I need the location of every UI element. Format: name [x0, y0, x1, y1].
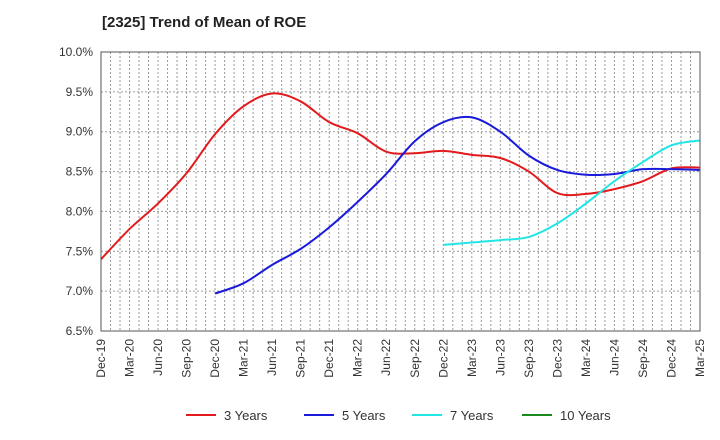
y-tick-label: 8.0%	[66, 204, 94, 218]
x-tick-label: Jun-23	[493, 339, 507, 376]
x-tick-label: Mar-22	[351, 339, 365, 377]
y-tick-label: 10.0%	[59, 45, 93, 59]
y-tick-label: 6.5%	[66, 324, 94, 338]
x-tick-label: Jun-20	[151, 339, 165, 376]
x-tick-label: Mar-21	[237, 339, 251, 377]
y-tick-label: 9.5%	[66, 85, 94, 99]
x-tick-label: Mar-25	[693, 339, 707, 377]
x-tick-label: Jun-21	[265, 339, 279, 376]
x-tick-label: Jun-22	[379, 339, 393, 376]
series-layer	[100, 92, 701, 295]
legend-label-7-years: 7 Years	[450, 408, 494, 423]
x-tick-label: Jun-24	[607, 339, 621, 376]
y-axis-ticks: 6.5% 7.0% 7.5% 8.0% 8.5% 9.0% 9.5% 10.0%	[59, 45, 93, 338]
x-tick-label: Dec-24	[664, 339, 678, 378]
legend-label-5-years: 5 Years	[342, 408, 386, 423]
legend: 3 Years 5 Years 7 Years 10 Years	[186, 408, 611, 423]
x-tick-label: Sep-20	[180, 339, 194, 378]
x-tick-label: Sep-22	[408, 339, 422, 378]
series-line-3-years	[100, 92, 701, 260]
x-tick-label: Mar-23	[465, 339, 479, 377]
y-tick-label: 8.5%	[66, 165, 94, 179]
x-tick-label: Dec-21	[322, 339, 336, 378]
legend-label-10-years: 10 Years	[560, 408, 611, 423]
x-tick-label: Mar-24	[579, 339, 593, 377]
x-tick-label: Dec-22	[436, 339, 450, 378]
x-tick-label: Mar-20	[123, 339, 137, 377]
x-tick-label: Sep-24	[636, 339, 650, 378]
grid-layer	[100, 51, 700, 332]
chart-title: [2325] Trend of Mean of ROE	[102, 14, 307, 31]
y-tick-label: 9.0%	[66, 125, 94, 139]
series-line-5-years	[214, 115, 701, 295]
y-tick-label: 7.5%	[66, 244, 94, 258]
x-tick-label: Dec-19	[94, 339, 108, 378]
legend-label-3-years: 3 Years	[224, 408, 268, 423]
x-tick-label: Sep-21	[294, 339, 308, 378]
x-tick-label: Dec-20	[208, 339, 222, 378]
y-tick-label: 7.0%	[66, 284, 94, 298]
x-tick-label: Dec-23	[550, 339, 564, 378]
x-tick-label: Sep-23	[522, 339, 536, 378]
x-axis-ticks: Dec-19 Mar-20 Jun-20 Sep-20 Dec-20 Mar-21 Jun-…	[94, 339, 707, 378]
series-line-7-years	[443, 139, 701, 246]
plot-frame	[100, 51, 701, 332]
